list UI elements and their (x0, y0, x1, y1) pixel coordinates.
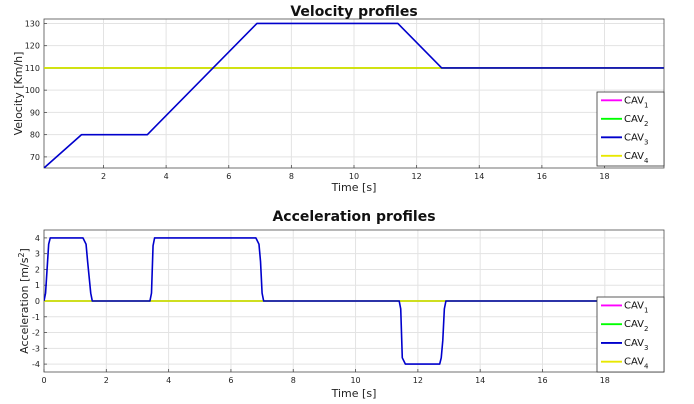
legend-label-sub: 2 (644, 325, 648, 333)
y-axis-label-sup: 2 (17, 252, 26, 257)
legend-label-name: CAV (624, 95, 644, 106)
legend-label-sub: 1 (644, 306, 648, 314)
legend-label-name: CAV (624, 319, 644, 330)
series-group (44, 237, 664, 365)
y-axis-label: Velocity [Km/h] (12, 52, 25, 136)
acceleration-panel: 0 2 4 6 8 10 12 14 16 18-4-3-2-101234Acceleration… (17, 209, 665, 400)
x-tick-label: 4 (164, 172, 169, 181)
x-tick-label: 12 (413, 376, 423, 385)
legend-label-name: CAV (624, 300, 644, 311)
y-axis-label-main: Velocity [Km/h] (12, 52, 25, 136)
y-tick-label: 80 (30, 131, 40, 140)
x-tick-label: 2 (104, 376, 109, 385)
legend-label-cav2: CAV2 (624, 319, 649, 333)
y-tick-label: 1 (35, 281, 40, 290)
y-tick-label: 3 (35, 250, 40, 259)
legend-box (596, 296, 665, 373)
x-tick-label: 2 (101, 172, 106, 181)
legend-label-cav2: CAV2 (624, 114, 649, 128)
legend-label-name: CAV (624, 338, 644, 349)
legend-label-cav3: CAV3 (624, 338, 649, 352)
y-axis-label-main: Acceleration [m/s (18, 257, 31, 354)
x-tick-label: 10 (350, 376, 360, 385)
series-line-cav3 (44, 237, 664, 365)
y-tick-label: 120 (25, 42, 40, 51)
legend-label-name: CAV (624, 132, 644, 143)
legend-box (596, 91, 665, 167)
x-tick-label: 6 (228, 376, 233, 385)
y-axis-label: Acceleration [m/s2] (17, 248, 31, 354)
x-axis-label: Time [s] (331, 387, 377, 400)
y-tick-label: -3 (32, 344, 40, 353)
x-tick-label: 4 (166, 376, 171, 385)
legend-label-sub: 1 (644, 101, 648, 109)
legend-label-cav4: CAV4 (624, 151, 649, 165)
chart-title: Acceleration profiles (272, 209, 435, 225)
y-tick-label: 100 (25, 86, 40, 95)
x-tick-label: 10 (349, 172, 359, 181)
legend-label-name: CAV (624, 114, 644, 125)
velocity-panel: 2 4 6 8 10 12 14 16 18708090100110120130Velocity… (12, 4, 665, 194)
y-tick-label: 0 (35, 297, 40, 306)
legend-label-cav1: CAV1 (624, 95, 649, 109)
x-tick-label: 12 (412, 172, 422, 181)
legend-label-name: CAV (624, 357, 644, 368)
x-tick-label: 14 (474, 172, 484, 181)
y-tick-label: -4 (32, 360, 40, 369)
y-tick-label: -2 (32, 329, 40, 338)
legend-label-sub: 4 (644, 157, 649, 165)
x-tick-label: 8 (291, 376, 296, 385)
y-tick-label: 4 (35, 234, 40, 243)
chart-title: Velocity profiles (290, 4, 417, 20)
series-group (44, 22, 664, 168)
legend-label-sub: 3 (644, 138, 648, 146)
x-tick-label: 8 (289, 172, 294, 181)
y-tick-label: 90 (30, 108, 40, 117)
legend-label-cav1: CAV1 (624, 300, 649, 314)
legend-label-sub: 2 (644, 120, 648, 128)
x-tick-label: 18 (600, 376, 610, 385)
x-tick-label: 14 (475, 376, 485, 385)
x-axis-label: Time [s] (331, 181, 377, 194)
legend-label-sub: 4 (644, 363, 649, 371)
legend-label-cav4: CAV4 (624, 357, 649, 371)
legend-label-cav3: CAV3 (624, 132, 649, 146)
legend-label-sub: 3 (644, 344, 648, 352)
legend-label-name: CAV (624, 151, 644, 162)
x-tick-label: 16 (537, 376, 547, 385)
y-tick-label: -1 (32, 313, 40, 322)
y-tick-label: 130 (25, 19, 40, 28)
y-axis-label-end: ] (18, 248, 31, 252)
series-line-cav3 (44, 22, 664, 168)
x-tick-label: 6 (226, 172, 231, 181)
y-tick-label: 2 (35, 265, 40, 274)
x-tick-label: 16 (537, 172, 547, 181)
y-tick-label: 110 (25, 64, 40, 73)
x-tick-label: 0 (41, 376, 46, 385)
x-tick-label: 18 (599, 172, 609, 181)
y-tick-label: 70 (30, 153, 40, 162)
